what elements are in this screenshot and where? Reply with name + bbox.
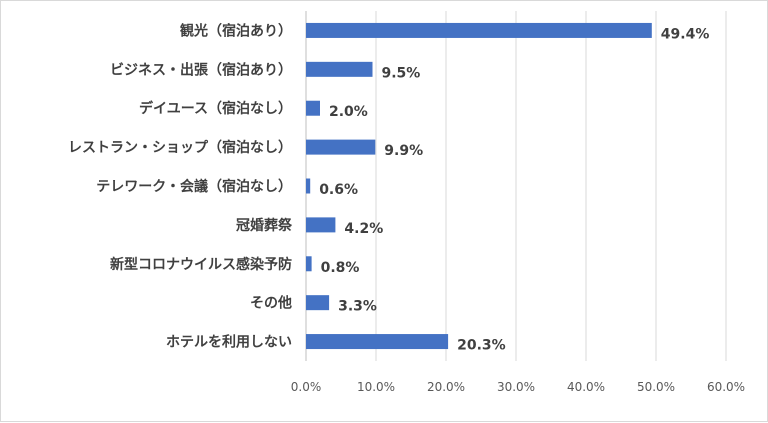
bar — [306, 256, 312, 272]
bar — [306, 61, 373, 77]
data-label: 49.4% — [661, 26, 710, 42]
x-tick-label: 0.0% — [291, 380, 322, 394]
category-label: 新型コロナウイルス感染予防 — [110, 256, 292, 273]
category-label: 冠婚葬祭 — [236, 217, 293, 234]
x-tick-label: 20.0% — [427, 380, 465, 394]
bar — [306, 295, 330, 311]
bar — [306, 100, 320, 116]
x-tick-label: 40.0% — [567, 380, 605, 394]
data-label: 9.9% — [384, 143, 423, 159]
category-label: 観光（宿泊あり） — [180, 22, 292, 39]
category-label: デイユース（宿泊なし） — [139, 100, 292, 117]
data-label: 3.3% — [338, 299, 377, 315]
category-label: テレワーク・会議（宿泊なし） — [96, 178, 292, 195]
x-tick-label: 50.0% — [637, 380, 675, 394]
data-label: 20.3% — [457, 338, 506, 354]
data-label: 9.5% — [382, 65, 421, 81]
data-label: 0.8% — [321, 260, 360, 276]
bar — [306, 139, 376, 155]
bar — [306, 217, 336, 233]
bar — [306, 334, 449, 350]
category-label: その他 — [250, 295, 292, 312]
data-label: 0.6% — [319, 182, 358, 198]
category-label: レストラン・ショップ（宿泊なし） — [68, 139, 292, 156]
data-label: 4.2% — [344, 221, 383, 237]
data-label: 2.0% — [329, 104, 368, 120]
x-tick-label: 10.0% — [357, 380, 395, 394]
bar — [306, 178, 311, 194]
bar — [306, 22, 652, 38]
x-tick-label: 60.0% — [707, 380, 745, 394]
category-label: ビジネス・出張（宿泊あり） — [110, 61, 292, 78]
x-tick-label: 30.0% — [497, 380, 535, 394]
category-label: ホテルを利用しない — [166, 334, 292, 351]
